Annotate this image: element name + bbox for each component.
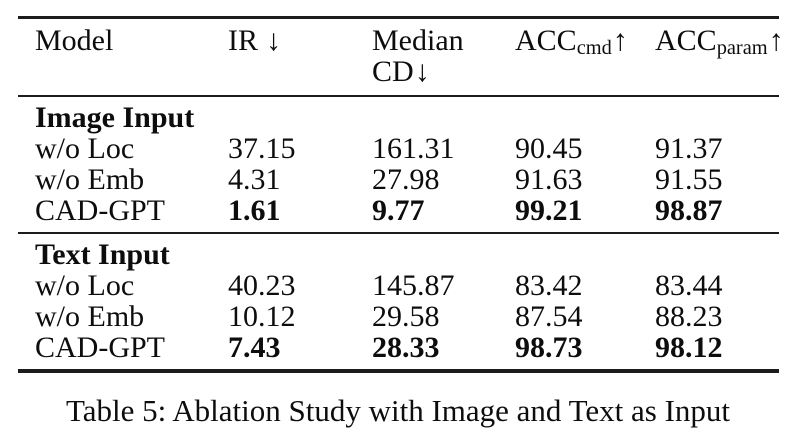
table-header-row: Model IR ↓ Median CD↓ ACCcmd↑ ACCparam↑ (18, 19, 784, 95)
cell-acc-param: 83.44 (655, 269, 723, 302)
cell-acc-cmd: 98.73 (515, 331, 583, 364)
cell-ir: 37.15 (228, 132, 296, 165)
table-row: w/o Loc 37.15 161.31 90.45 91.37 (18, 133, 779, 164)
cell-median-cd: 145.87 (372, 269, 455, 302)
up-arrow-icon: ↑ (612, 24, 628, 57)
down-arrow-icon: ↓ (414, 55, 430, 88)
row-model-label: CAD-GPT (35, 194, 166, 227)
col-header-median-label: Median (372, 24, 464, 57)
cell-acc-param: 91.55 (655, 163, 723, 196)
col-header-ir-label: IR (228, 24, 258, 57)
row-model-label: w/o Emb (35, 163, 145, 196)
cell-acc-param: 91.37 (655, 132, 723, 165)
row-model-label: w/o Loc (35, 132, 135, 165)
table-row: CAD-GPT 7.43 28.33 98.73 98.12 (18, 332, 779, 363)
cell-median-cd: 27.98 (372, 163, 440, 196)
cell-acc-param: 98.87 (655, 194, 723, 227)
table-caption: Table 5: Ablation Study with Image and T… (65, 393, 731, 428)
cell-acc-cmd: 90.45 (515, 132, 583, 165)
top-rule (18, 16, 779, 19)
col-header-acc-cmd-base: ACC (515, 24, 577, 57)
cell-acc-cmd: 99.21 (515, 194, 583, 227)
section-image-input: Image Input w/o Loc 37.15 161.31 90.45 9… (18, 97, 779, 232)
header-rule (18, 95, 779, 97)
cell-median-cd: 9.77 (372, 194, 425, 227)
col-header-median-cd: Median CD↓ (372, 25, 515, 87)
cell-acc-cmd: 87.54 (515, 300, 583, 333)
cell-ir: 10.12 (228, 300, 296, 333)
col-header-acc-cmd: ACCcmd↑ (515, 25, 655, 87)
down-arrow-icon: ↓ (266, 24, 281, 57)
table-row: w/o Emb 10.12 29.58 87.54 88.23 (18, 301, 779, 332)
cell-ir: 40.23 (228, 269, 296, 302)
col-header-acc-param: ACCparam↑ (655, 25, 784, 87)
col-header-ir: IR ↓ (228, 25, 372, 87)
col-header-model-label: Model (35, 24, 114, 57)
section-title: Image Input (35, 101, 195, 134)
cell-acc-param: 98.12 (655, 331, 723, 364)
col-header-cd-label: CD (372, 55, 414, 88)
cell-ir: 4.31 (228, 163, 281, 196)
cell-median-cd: 28.33 (372, 331, 440, 364)
section-title: Text Input (35, 238, 170, 271)
row-model-label: w/o Emb (35, 300, 145, 333)
row-model-label: CAD-GPT (35, 331, 166, 364)
cell-acc-param: 88.23 (655, 300, 723, 333)
table-row: w/o Loc 40.23 145.87 83.42 83.44 (18, 270, 779, 301)
cell-ir: 1.61 (228, 194, 281, 227)
row-model-label: w/o Loc (35, 269, 135, 302)
cell-acc-cmd: 91.63 (515, 163, 583, 196)
cell-acc-cmd: 83.42 (515, 269, 583, 302)
section-divider-rule (18, 232, 779, 234)
up-arrow-icon: ↑ (768, 24, 784, 57)
table-row: w/o Emb 4.31 27.98 91.63 91.55 (18, 164, 779, 195)
ablation-table: Model IR ↓ Median CD↓ ACCcmd↑ ACCparam↑ I… (18, 16, 784, 373)
section-text-input: Text Input w/o Loc 40.23 145.87 83.42 83… (18, 234, 779, 369)
col-header-model: Model (18, 25, 228, 87)
cell-median-cd: 161.31 (372, 132, 455, 165)
table-row: CAD-GPT 1.61 9.77 99.21 98.87 (18, 195, 779, 226)
col-header-acc-cmd-sub: cmd (576, 37, 612, 60)
cell-ir: 7.43 (228, 331, 281, 364)
cell-median-cd: 29.58 (372, 300, 440, 333)
col-header-acc-param-sub: param (716, 37, 768, 60)
bottom-rule (18, 369, 779, 373)
col-header-acc-param-base: ACC (655, 24, 717, 57)
